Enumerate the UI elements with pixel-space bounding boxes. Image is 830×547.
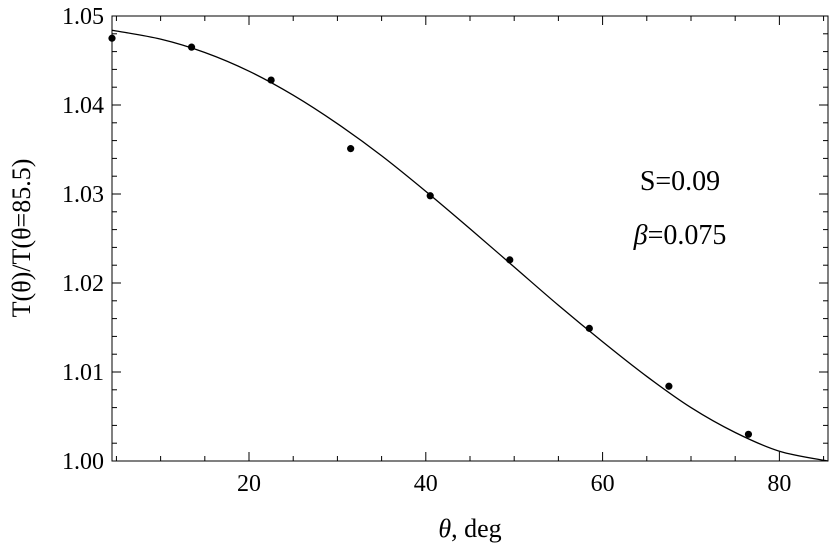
data-point	[506, 256, 514, 264]
x-tick-label: 20	[237, 471, 261, 497]
y-tick-label: 1.01	[62, 360, 104, 386]
y-tick-label: 1.03	[62, 182, 104, 208]
tick-labels: 20 40 60 80 1.00 1.01 1.02 1.03 1.04 1.05	[62, 4, 791, 497]
x-tick-label: 60	[591, 471, 615, 497]
data-point	[744, 430, 753, 438]
data-point	[108, 34, 116, 42]
x-axis-title-text: , deg	[451, 514, 502, 543]
y-axis-title: T(θ)/T(θ=85.5)	[7, 159, 36, 318]
data-point	[426, 192, 434, 200]
y-tick-label: 1.00	[62, 449, 104, 475]
x-tick-label: 80	[767, 471, 791, 497]
y-tick-label: 1.02	[62, 271, 104, 297]
data-point	[585, 324, 593, 332]
ticks-layer	[112, 15, 828, 462]
annotation-beta: β=0.075	[633, 220, 727, 251]
x-tick-label: 40	[414, 471, 438, 497]
y-tick-label: 1.05	[62, 4, 104, 30]
plot-frame	[111, 15, 829, 462]
fit-curve	[111, 29, 829, 462]
x-axis-title-symbol: θ	[438, 514, 451, 543]
annotation-beta-value: =0.075	[648, 220, 727, 251]
annotation-s: S=0.09	[640, 166, 720, 197]
data-point	[347, 145, 355, 153]
y-tick-label: 1.04	[62, 93, 104, 119]
data-point	[187, 43, 196, 51]
data-point	[665, 382, 673, 390]
data-points	[108, 34, 753, 438]
data-point	[267, 76, 275, 84]
annotation-beta-symbol: β	[633, 220, 648, 251]
x-axis-title: θ, deg	[438, 514, 501, 543]
